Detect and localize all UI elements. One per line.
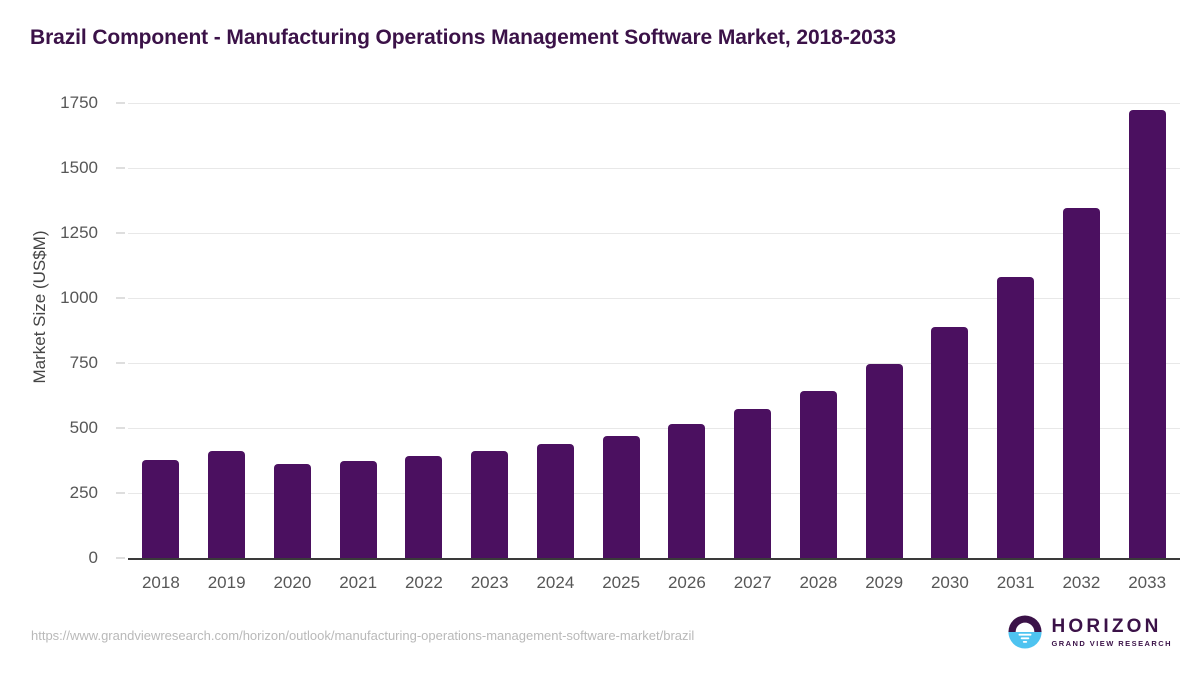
bar[interactable] — [1062, 208, 1100, 558]
x-tick-label: 2030 — [930, 573, 969, 592]
gridline — [128, 363, 1180, 364]
x-tick-label: 2026 — [667, 573, 706, 592]
bar[interactable] — [405, 456, 443, 558]
x-tick-label: 2024 — [536, 573, 575, 592]
logo-wordmark: HORIZON — [1051, 615, 1162, 637]
y-tick-label: 250 — [69, 483, 98, 502]
bar[interactable] — [536, 444, 574, 558]
x-tick-label: 2033 — [1128, 573, 1167, 592]
bar[interactable] — [668, 424, 706, 558]
logo-tagline: GRAND VIEW RESEARCH — [1051, 638, 1172, 648]
gridline — [128, 233, 1180, 234]
y-tick-mark — [116, 557, 125, 559]
gridline — [128, 493, 1180, 494]
bar[interactable] — [208, 451, 246, 558]
y-tick-label: 1250 — [60, 223, 98, 242]
x-tick-label: 2021 — [339, 573, 378, 592]
gridline — [128, 168, 1180, 169]
gridline — [128, 103, 1180, 104]
x-tick-label: 2023 — [470, 573, 509, 592]
bar-series — [128, 103, 1180, 558]
x-tick-label: 2025 — [602, 573, 641, 592]
y-tick-label: 750 — [69, 353, 98, 372]
y-tick-label: 1000 — [60, 288, 98, 307]
y-tick-mark — [116, 492, 125, 494]
x-tick-label: 2018 — [141, 573, 180, 592]
y-tick-label: 0 — [88, 548, 98, 567]
bar[interactable] — [339, 461, 377, 558]
x-tick-label: 2020 — [273, 573, 312, 592]
source-url[interactable]: https://www.grandviewresearch.com/horizo… — [31, 628, 695, 643]
bar[interactable] — [734, 409, 772, 558]
bar[interactable] — [471, 450, 509, 558]
horizon-logo[interactable]: HORIZON GRAND VIEW RESEARCH — [1007, 614, 1172, 650]
y-tick-mark — [116, 102, 125, 104]
gridline — [128, 428, 1180, 429]
y-tick-mark — [116, 297, 125, 299]
plot-container: Market Size (US$M) 0 250 500 750 1000 1250 150… — [0, 75, 1200, 595]
gridline — [128, 298, 1180, 299]
y-tick-mark — [116, 167, 125, 169]
bar[interactable] — [273, 463, 311, 558]
bar[interactable] — [799, 390, 837, 558]
horizon-logo-icon — [1007, 615, 1042, 649]
y-tick-label: 500 — [69, 418, 98, 437]
y-tick-label: 1500 — [60, 158, 98, 177]
x-tick-label: 2019 — [207, 573, 246, 592]
x-tick-label: 2032 — [1062, 573, 1101, 592]
x-tick-label: 2031 — [996, 573, 1035, 592]
x-tick-label: 2028 — [799, 573, 838, 592]
x-tick-label: 2022 — [404, 573, 443, 592]
y-tick-mark — [116, 427, 125, 429]
bar[interactable] — [142, 459, 180, 558]
logo-text: HORIZON GRAND VIEW RESEARCH — [1052, 617, 1172, 648]
y-tick-mark — [116, 362, 125, 364]
y-tick-mark — [116, 232, 125, 234]
gridline — [128, 558, 1180, 560]
bar[interactable] — [997, 277, 1035, 558]
bar[interactable] — [602, 435, 640, 558]
bar[interactable] — [1128, 109, 1166, 558]
plot-area: 0 250 500 750 1000 1250 1500 1750 2018 2019 2020 2… — [60, 93, 1180, 592]
x-tick-label: 2029 — [865, 573, 904, 592]
bar[interactable] — [865, 363, 903, 558]
page-title: Brazil Component - Manufacturing Operati… — [30, 26, 896, 49]
bar[interactable] — [931, 327, 969, 558]
y-tick-label: 1750 — [60, 93, 98, 112]
x-tick-label: 2027 — [733, 573, 772, 592]
